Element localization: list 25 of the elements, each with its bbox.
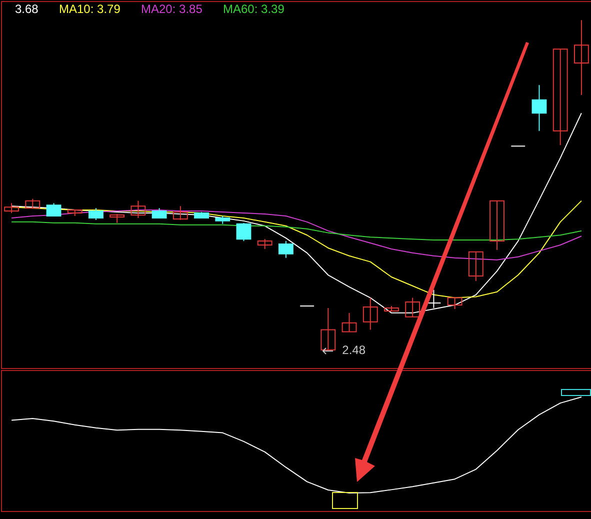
candlestick [468, 251, 484, 282]
candlestick [426, 289, 442, 308]
candlestick [130, 200, 146, 218]
annotation: 2.48 [342, 342, 366, 357]
text: MA60: 3.39 [223, 2, 285, 16]
candlestick [532, 84, 547, 132]
candlestick [362, 297, 378, 330]
text: MA10: 3.79 [59, 2, 121, 16]
candlestick [4, 202, 20, 214]
candlestick [25, 198, 40, 209]
candlestick [342, 312, 357, 332]
candlestick [447, 297, 462, 310]
candlestick [172, 206, 188, 220]
text: MA20: 3.85 [141, 2, 203, 16]
candlestick [257, 238, 272, 250]
candlestick [278, 240, 294, 258]
candlestick [46, 202, 62, 216]
candlestick [88, 208, 104, 220]
candlestick [552, 48, 568, 146]
candlestick [574, 20, 589, 96]
candlestick [405, 297, 420, 318]
candlestick [490, 200, 504, 250]
text: 3.68 [15, 2, 39, 16]
candlestick [236, 222, 252, 242]
candlestick [152, 208, 167, 218]
